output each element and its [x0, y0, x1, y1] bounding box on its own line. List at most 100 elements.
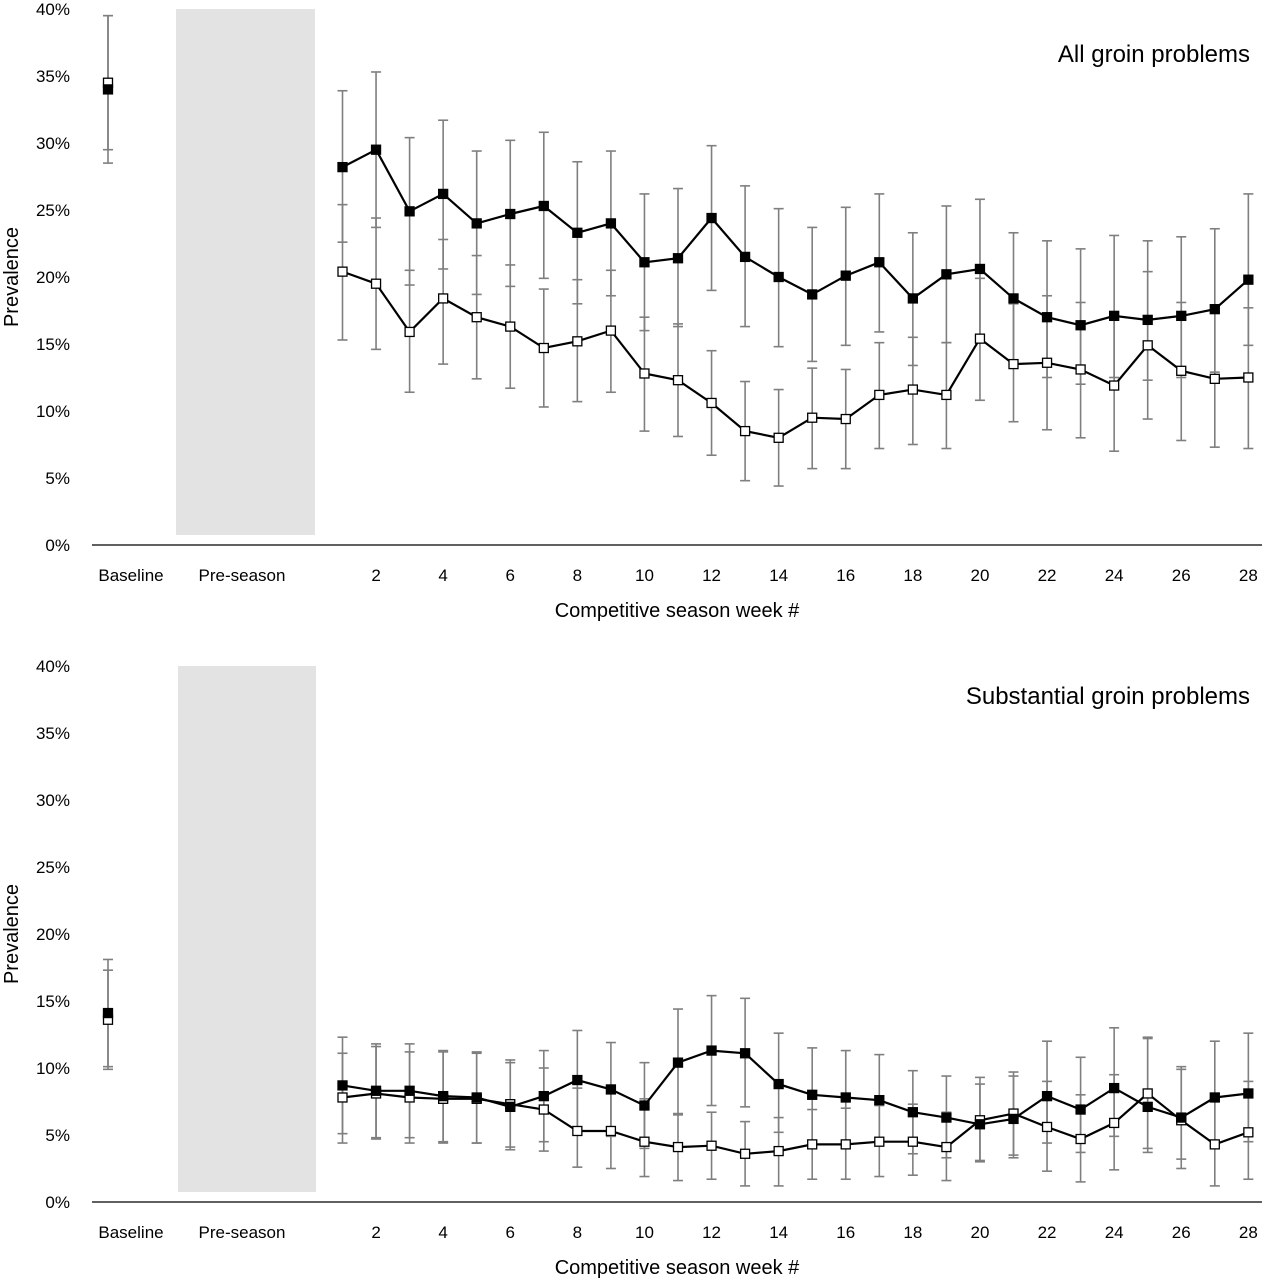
- y-tick-label: 5%: [45, 1126, 70, 1145]
- y-tick-label: 0%: [45, 536, 70, 555]
- y-tick-label: 10%: [36, 1059, 70, 1078]
- data-point-filled: [739, 251, 751, 263]
- data-point-filled: [1041, 312, 1053, 323]
- data-point-filled: [337, 161, 348, 173]
- preseason-band: [176, 9, 315, 535]
- data-point-filled: [370, 144, 382, 155]
- data-point-filled: [1109, 310, 1120, 322]
- data-point-filled: [907, 1107, 918, 1118]
- data-point-open: [1041, 357, 1053, 368]
- data-point-open: [840, 413, 851, 425]
- y-tick-label: 30%: [36, 791, 70, 810]
- y-tick-label: 20%: [36, 925, 70, 944]
- data-point-filled: [437, 1090, 449, 1102]
- data-point-open: [739, 425, 751, 437]
- x-tick-label: Baseline: [98, 1223, 163, 1242]
- data-point-open: [572, 336, 583, 347]
- data-point-open: [605, 325, 617, 336]
- data-point-filled: [538, 1090, 549, 1102]
- data-point-filled: [840, 270, 851, 281]
- data-point-filled: [505, 208, 516, 220]
- chart-panel-all-groin: 0% 5% 10% 15% 20% 25% 30% 35% 40% Baseline Pre-sea…: [1, 0, 1262, 622]
- data-point-open: [337, 1092, 348, 1103]
- x-tick-label: 8: [573, 566, 582, 585]
- data-point-open: [639, 1136, 650, 1147]
- chart-panel-substantial-groin: 0% 5% 10% 15% 20% 25% 30% 35% 40% Baseline Pre-sea…: [1, 657, 1262, 1279]
- data-point-filled: [807, 1089, 818, 1100]
- data-point-open: [1142, 340, 1153, 351]
- data-point-open: [1109, 380, 1120, 391]
- x-tick-label: 2: [371, 1223, 380, 1242]
- x-tick-label: 20: [970, 566, 989, 585]
- data-point-filled: [538, 200, 549, 212]
- data-point-filled: [572, 227, 583, 238]
- data-point-open: [941, 389, 952, 401]
- data-point-filled: [974, 1119, 986, 1130]
- data-point-filled: [370, 1085, 382, 1096]
- data-point-filled: [404, 1085, 415, 1096]
- data-point-open: [572, 1125, 583, 1137]
- x-tick-label: 24: [1105, 1223, 1124, 1242]
- data-point-filled: [706, 212, 717, 224]
- data-point-filled: [773, 1078, 784, 1090]
- x-tick-label: 28: [1239, 1223, 1258, 1242]
- baseline-point-filled: [102, 84, 114, 95]
- x-tick-label: 14: [769, 1223, 788, 1242]
- x-tick-label: 14: [769, 566, 788, 585]
- y-axis-label: Prevalence: [1, 884, 23, 984]
- x-tick-label: 22: [1038, 566, 1057, 585]
- data-point-open: [706, 1140, 717, 1151]
- y-tick-label: 15%: [36, 335, 70, 354]
- data-point-filled: [1142, 314, 1153, 326]
- data-point-filled: [471, 218, 482, 229]
- data-point-open: [672, 1141, 684, 1153]
- x-tick-label: 20: [970, 1223, 989, 1242]
- data-point-open: [672, 375, 684, 386]
- data-point-open: [370, 278, 382, 289]
- data-point-filled: [974, 263, 986, 275]
- data-point-filled: [572, 1074, 583, 1086]
- y-tick-label: 20%: [36, 268, 70, 287]
- x-tick-label: 12: [702, 566, 721, 585]
- data-point-filled: [807, 289, 818, 300]
- x-tick-label: 26: [1172, 1223, 1191, 1242]
- y-tick-label: 15%: [36, 992, 70, 1011]
- series-line-open: [342, 1092, 1249, 1155]
- data-point-open: [1209, 373, 1220, 384]
- data-point-filled: [1176, 1112, 1187, 1123]
- data-point-open: [1008, 358, 1019, 370]
- data-point-filled: [1008, 293, 1019, 304]
- data-point-open: [605, 1125, 617, 1137]
- data-point-filled: [1243, 1088, 1254, 1099]
- data-point-filled: [639, 257, 650, 268]
- data-point-open: [1243, 372, 1254, 383]
- y-tick-label: 35%: [36, 724, 70, 743]
- data-point-open: [538, 1104, 549, 1115]
- data-point-open: [907, 1136, 918, 1147]
- x-tick-label: 4: [438, 566, 447, 585]
- data-point-filled: [605, 218, 617, 229]
- y-tick-label: 30%: [36, 134, 70, 153]
- y-axis-label: Prevalence: [1, 227, 23, 327]
- data-point-filled: [840, 1092, 851, 1103]
- x-axis-label: Competitive season week #: [555, 1257, 800, 1279]
- data-point-open: [1109, 1117, 1120, 1129]
- data-point-filled: [672, 1057, 684, 1068]
- x-tick-label: Pre-season: [199, 566, 286, 585]
- x-tick-label: 18: [903, 1223, 922, 1242]
- x-tick-label: 24: [1105, 566, 1124, 585]
- data-point-open: [1142, 1088, 1153, 1099]
- data-point-open: [773, 1145, 784, 1157]
- data-point-open: [404, 326, 415, 338]
- data-point-filled: [1142, 1101, 1153, 1113]
- data-point-filled: [1075, 1104, 1086, 1115]
- series-line-open: [342, 270, 1249, 439]
- x-tick-label: 10: [635, 1223, 654, 1242]
- data-point-filled: [739, 1048, 751, 1059]
- data-point-filled: [471, 1092, 482, 1103]
- data-point-open: [773, 432, 784, 443]
- x-tick-label: 16: [836, 1223, 855, 1242]
- x-axis-label: Competitive season week #: [555, 600, 800, 622]
- data-point-open: [505, 321, 516, 332]
- data-point-open: [538, 342, 549, 354]
